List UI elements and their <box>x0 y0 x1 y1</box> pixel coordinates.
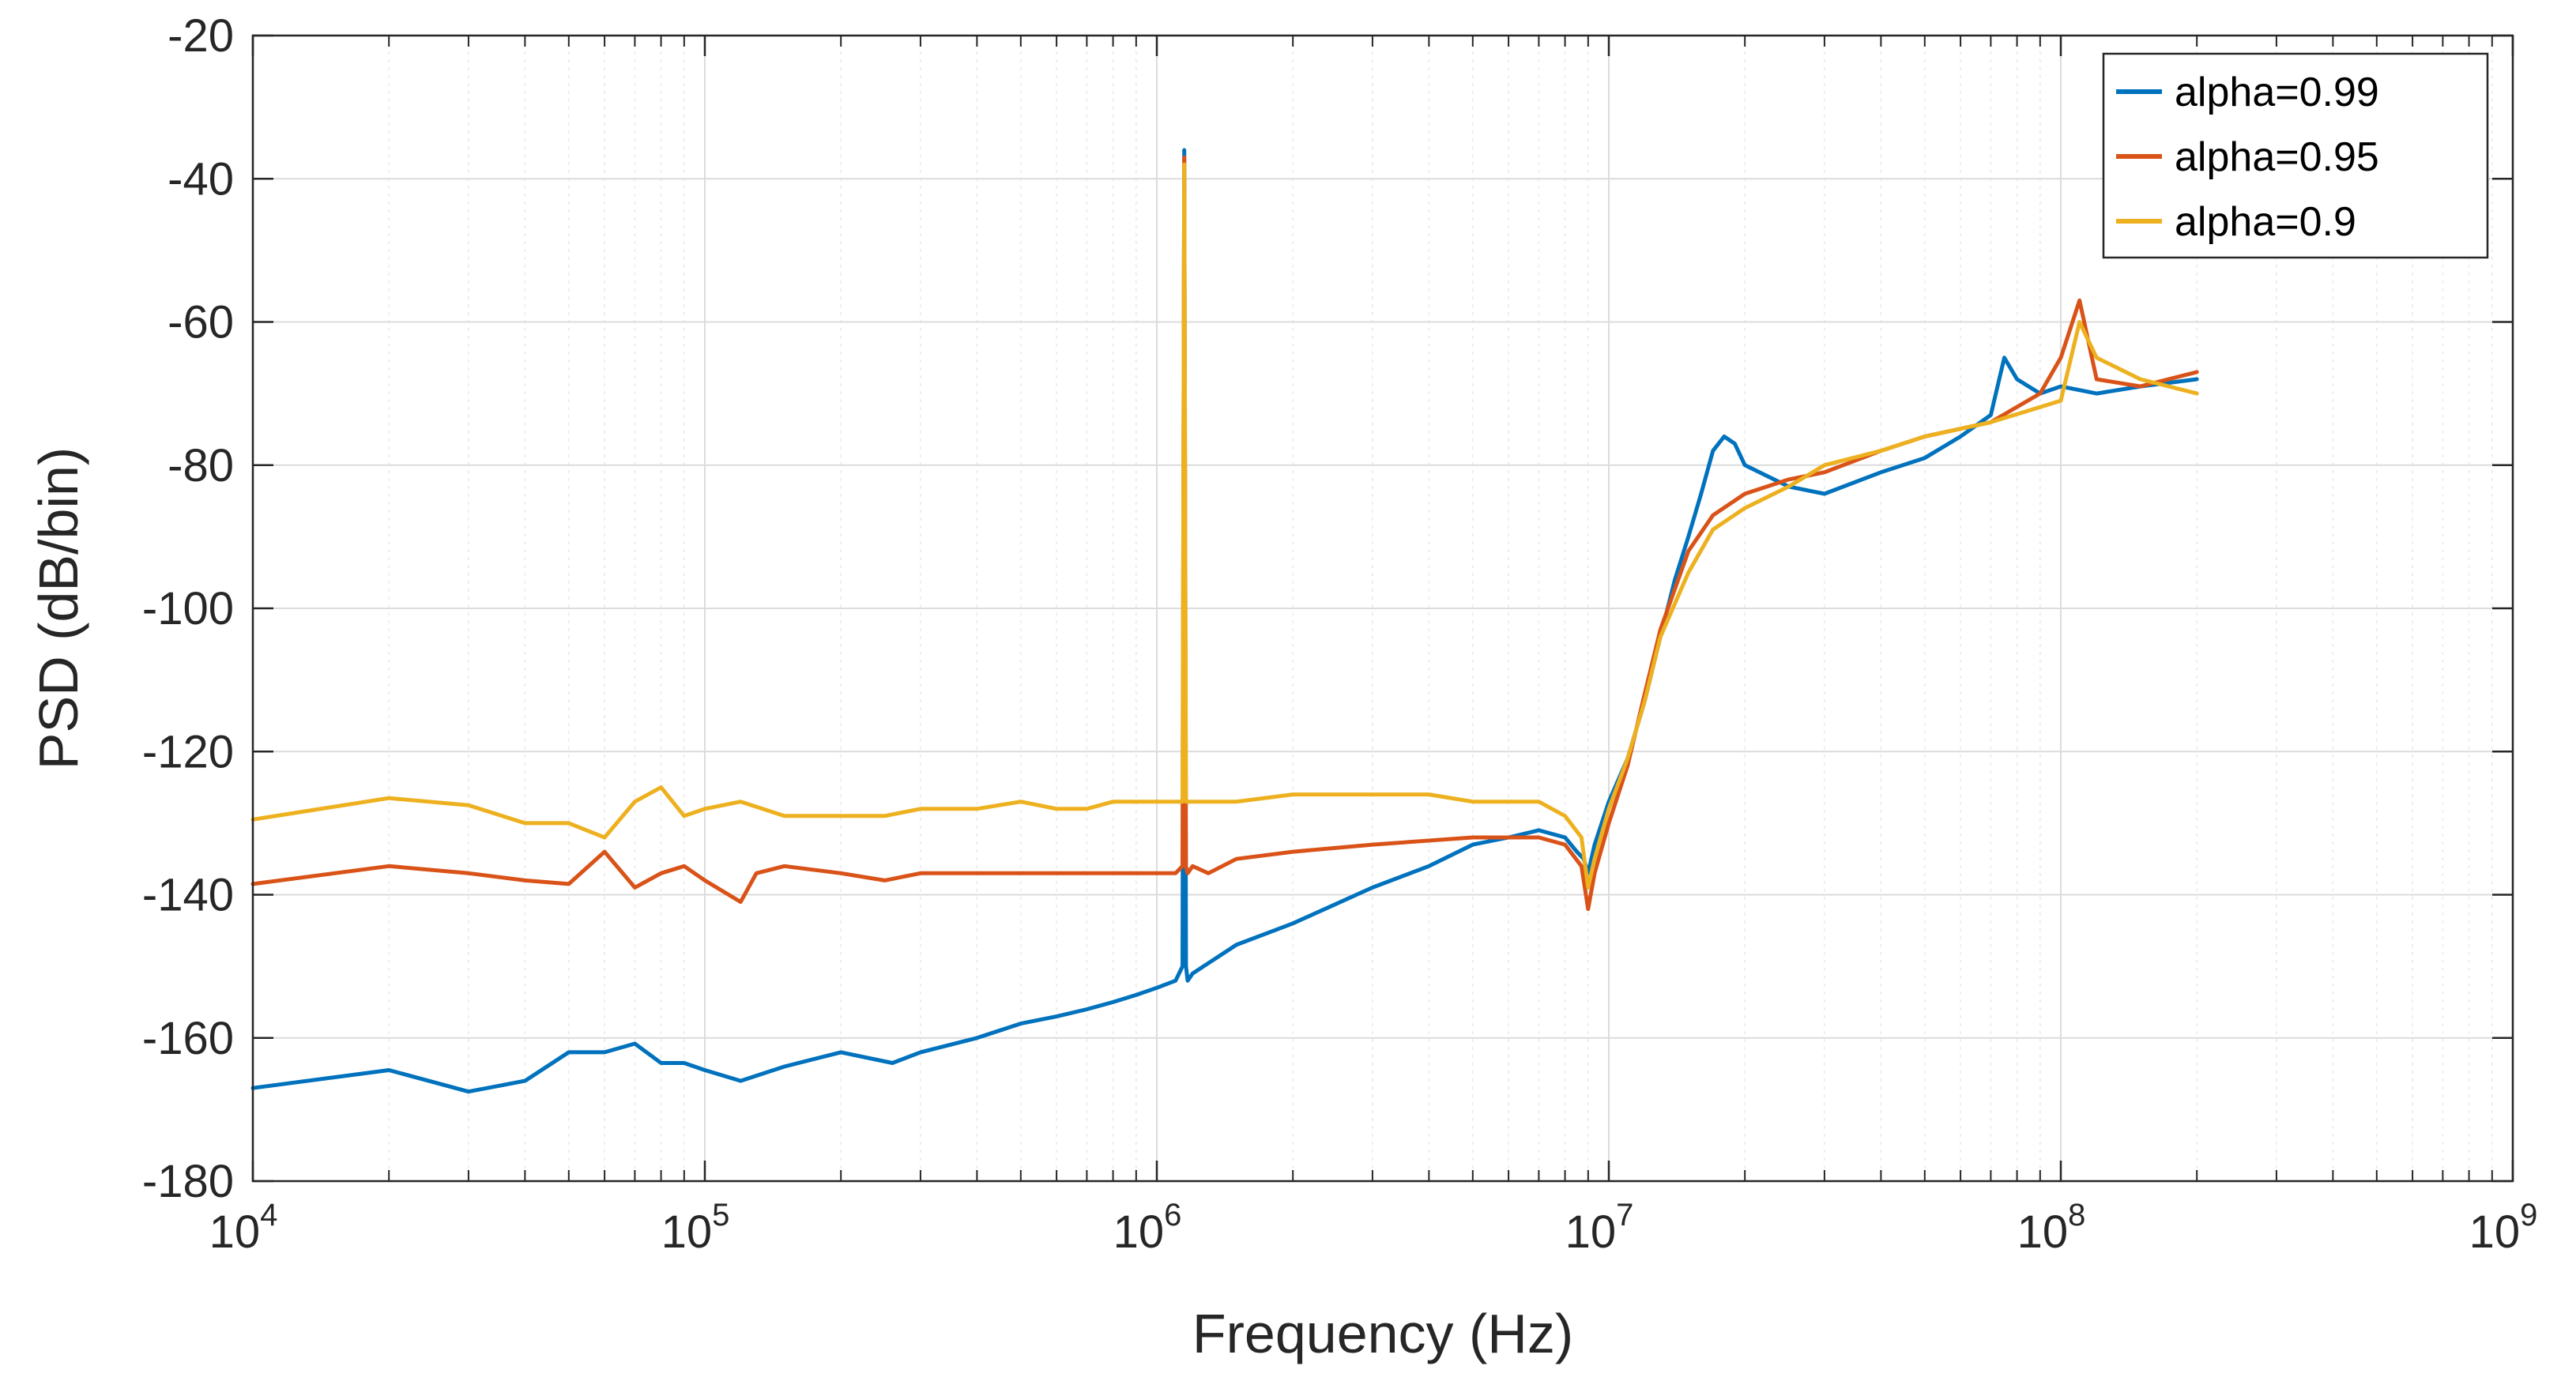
legend-entry-alpha-099[interactable]: alpha=0.99 <box>2116 70 2379 115</box>
y-tick-label: -100 <box>142 583 234 634</box>
y-tick-label: -60 <box>168 297 234 348</box>
x-tick-labels: 104 105 106 107 108 109 <box>209 1198 2538 1258</box>
x-tick-label: 104 <box>209 1198 278 1258</box>
y-tick-label: -180 <box>142 1156 234 1207</box>
series-line-alpha-0-9 <box>250 162 2199 890</box>
x-tick-label: 106 <box>1113 1198 1182 1258</box>
y-tick-label: -120 <box>142 726 234 777</box>
series-layer <box>250 148 2199 1094</box>
legend-label-alpha-09: alpha=0.9 <box>2175 199 2356 245</box>
x-tick-label: 108 <box>2017 1198 2086 1258</box>
y-tick-label: -40 <box>168 153 234 205</box>
legend[interactable]: alpha=0.99 alpha=0.95 alpha=0.9 <box>2102 52 2489 259</box>
x-tick-label: 107 <box>1565 1198 1634 1258</box>
series-line-alpha-0-95 <box>250 155 2199 912</box>
series-line-alpha-0-99 <box>250 148 2199 1094</box>
y-tick-label: -80 <box>168 440 234 491</box>
y-tick-labels: -180 -160 -140 -120 -100 -80 -60 -40 -20 <box>142 10 234 1207</box>
x-tick-label: 109 <box>2469 1198 2538 1258</box>
legend-label-alpha-099: alpha=0.99 <box>2175 70 2379 115</box>
y-axis-label: PSD (dB/bin) <box>28 447 89 770</box>
legend-entry-alpha-095[interactable]: alpha=0.95 <box>2116 134 2379 180</box>
y-tick-label: -140 <box>142 870 234 921</box>
x-tick-label: 105 <box>661 1198 730 1258</box>
y-tick-label: -160 <box>142 1013 234 1064</box>
legend-label-alpha-095: alpha=0.95 <box>2175 134 2379 180</box>
legend-entry-alpha-09[interactable]: alpha=0.9 <box>2116 199 2356 245</box>
legend-box <box>2102 52 2489 259</box>
y-tick-label: -20 <box>168 10 234 62</box>
x-axis-label: Frequency (Hz) <box>1192 1303 1573 1364</box>
ticks-layer <box>251 34 2514 1183</box>
